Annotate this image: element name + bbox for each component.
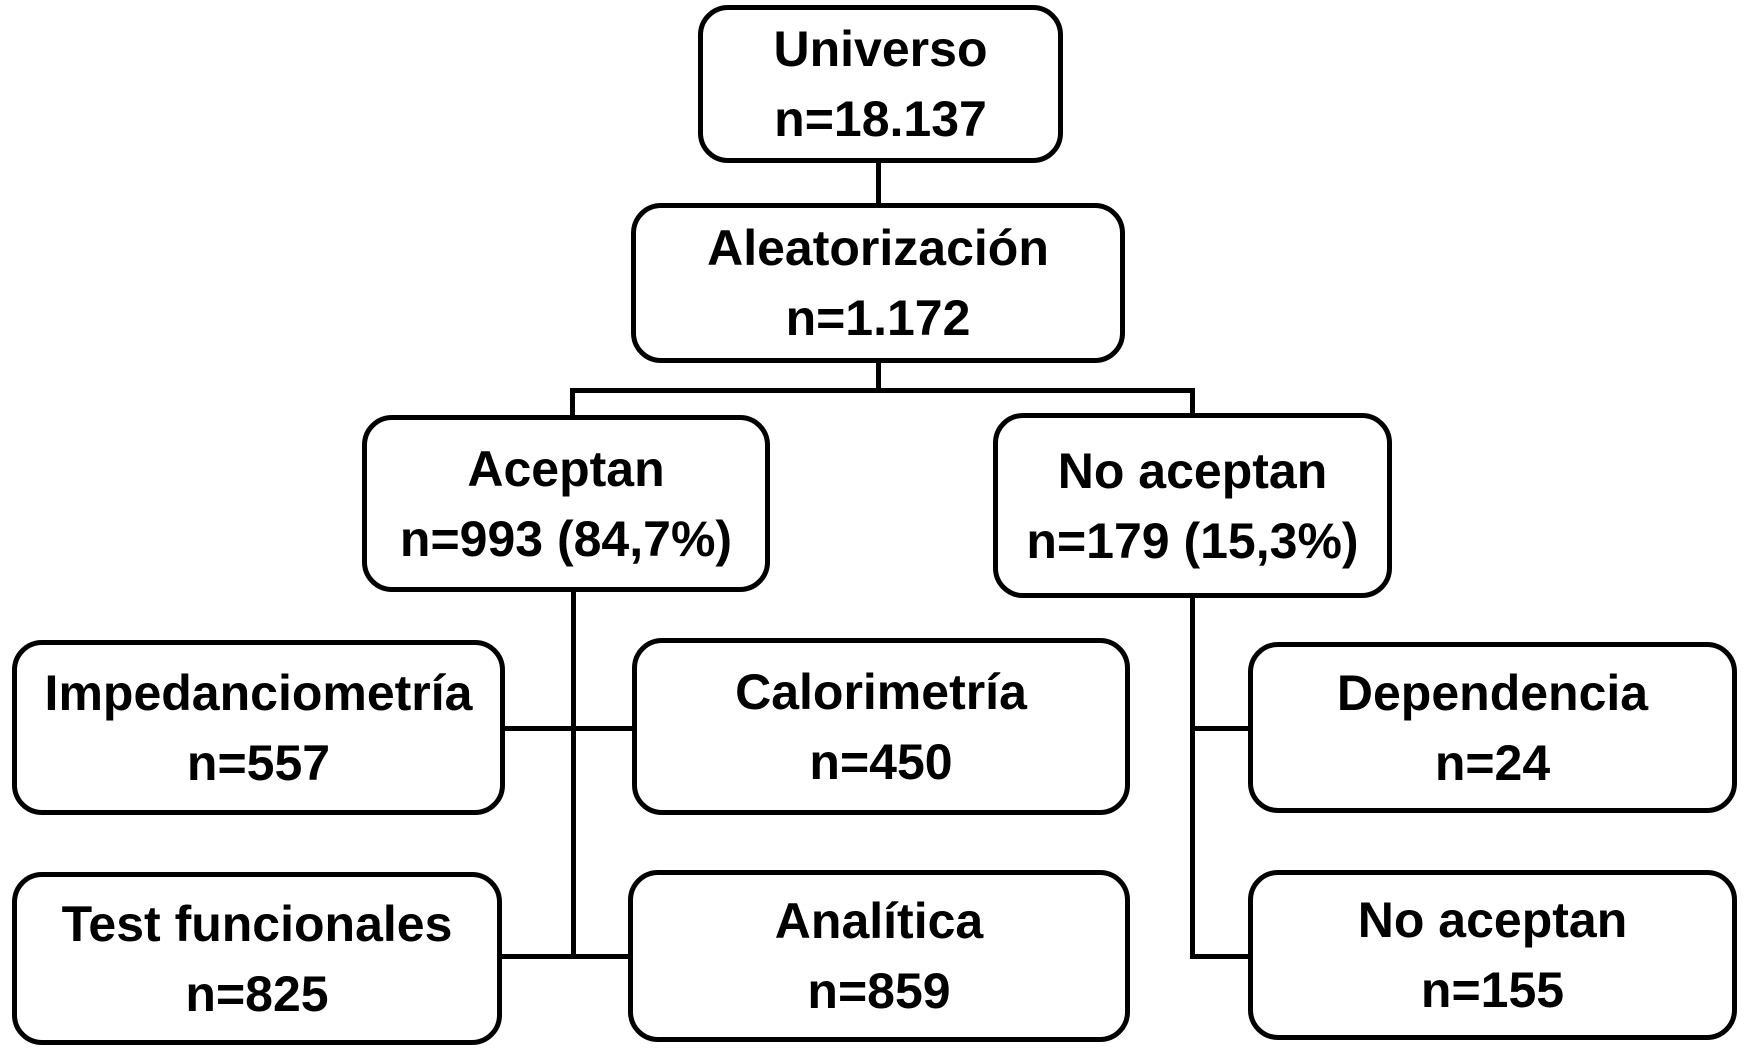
node-aceptan: Aceptan n=993 (84,7%) [362, 415, 770, 592]
connector-branch-impedanciometria-calorimetria [503, 726, 634, 731]
node-no-aceptan-final: No aceptan n=155 [1248, 870, 1737, 1040]
connector-trunk-aceptan [571, 590, 576, 959]
connector-branch-dependencia [1193, 726, 1251, 731]
connector-branch-no-aceptan-final [1193, 954, 1251, 959]
node-label: Test funcionales [61, 895, 453, 952]
node-label: Calorimetría [735, 663, 1027, 720]
node-label: Analítica [774, 893, 984, 949]
node-value: n=450 [809, 733, 953, 790]
node-label: No aceptan [1357, 892, 1628, 948]
node-value: n=1.172 [785, 290, 971, 346]
connector-trunk-no-aceptan [1190, 596, 1195, 959]
node-dependencia: Dependencia n=24 [1248, 642, 1737, 813]
node-value: n=993 (84,7%) [399, 510, 733, 567]
node-label: Impedanciometría [44, 664, 473, 721]
node-value: n=179 (15,3%) [1026, 512, 1359, 569]
node-test-funcionales: Test funcionales n=825 [12, 872, 502, 1045]
node-universo: Universo n=18.137 [698, 5, 1063, 163]
connector-stub-aceptan [570, 388, 575, 418]
node-label: Dependencia [1336, 664, 1649, 721]
node-calorimetria: Calorimetría n=450 [632, 638, 1130, 815]
node-value: n=155 [1420, 962, 1565, 1018]
node-value: n=557 [186, 734, 331, 791]
node-label: Aceptan [467, 440, 665, 497]
node-label: No aceptan [1057, 442, 1328, 499]
node-aleatorizacion: Aleatorización n=1.172 [631, 203, 1125, 363]
connector-aleatorizacion-split [876, 360, 881, 393]
node-no-aceptan: No aceptan n=179 (15,3%) [993, 413, 1392, 598]
node-value: n=24 [1434, 734, 1551, 791]
node-label: Universo [773, 21, 988, 77]
connector-branch-testfuncionales-analitica [500, 954, 631, 959]
node-value: n=825 [185, 965, 329, 1022]
connector-stub-no-aceptan [1190, 388, 1195, 416]
node-label: Aleatorización [707, 220, 1049, 276]
connector-universo-aleatorizacion [876, 160, 881, 208]
node-impedanciometria: Impedanciometría n=557 [12, 640, 505, 815]
node-value: n=859 [807, 963, 951, 1019]
connector-split-bar [570, 388, 1195, 393]
node-analitica: Analítica n=859 [628, 870, 1130, 1042]
node-value: n=18.137 [774, 91, 987, 147]
